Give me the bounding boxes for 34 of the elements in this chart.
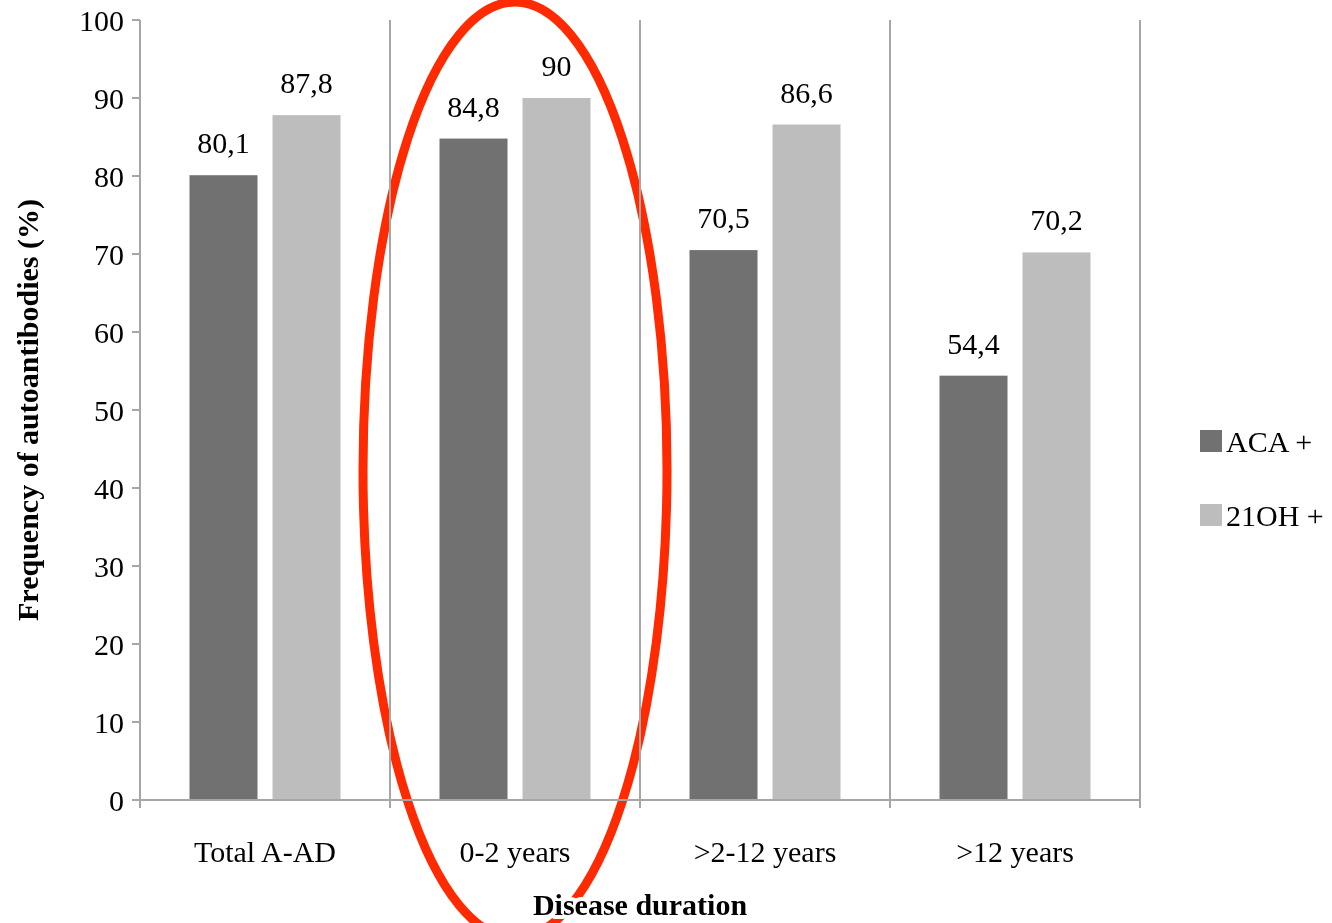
bar [772,124,841,800]
data-label: 86,6 [780,75,833,109]
y-tick-label: 30 [94,549,124,583]
y-tick-label: 10 [94,705,124,739]
bar [189,175,258,800]
y-tick-label: 60 [94,315,124,349]
data-label: 84,8 [447,89,500,123]
data-label: 70,5 [697,201,750,235]
data-label: 54,4 [947,326,1000,360]
bar [1022,252,1091,800]
bar [272,115,341,800]
bar [939,375,1008,800]
x-tick-label: >12 years [956,835,1074,868]
x-tick-label: >2-12 years [693,835,837,868]
x-tick-label: 0-2 years [459,835,571,868]
y-axis-title: Frequency of autoantibodies (%) [11,199,45,621]
y-tick-label: 80 [94,159,124,193]
legend-label: 21OH + [1226,498,1324,532]
bar [439,138,508,800]
data-label: 90 [541,49,572,82]
y-tick-label: 90 [94,81,124,115]
y-tick-label: 50 [94,393,124,427]
y-tick-label: 70 [94,237,124,271]
x-tick-label: Total A-AD [193,835,337,868]
data-label: 80,1 [197,126,250,160]
y-tick-label: 40 [94,471,124,505]
legend-label: ACA + [1226,424,1313,458]
y-tick-label: 20 [94,627,124,661]
bar [689,250,758,800]
data-label: 87,8 [280,66,333,100]
data-label: 70,2 [1030,203,1083,237]
y-tick-label: 0 [109,783,124,817]
y-tick-label: 100 [79,3,124,37]
bar [522,98,591,800]
